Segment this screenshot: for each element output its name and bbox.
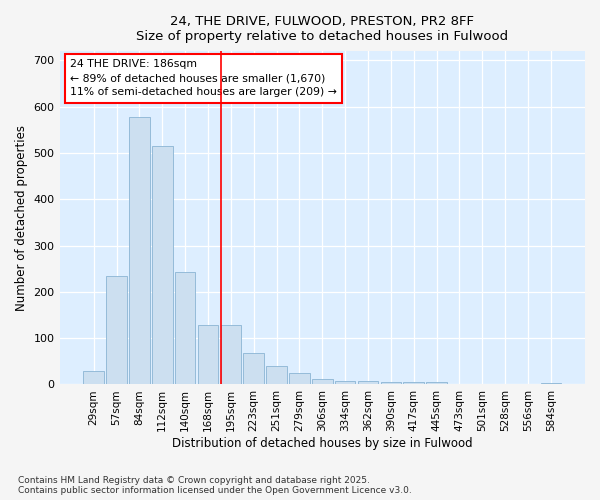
Bar: [106, 276, 127, 384]
Title: 24, THE DRIVE, FULWOOD, PRESTON, PR2 8FF
Size of property relative to detached h: 24, THE DRIVE, FULWOOD, PRESTON, PR2 8FF…: [136, 15, 508, 43]
Bar: [152, 146, 173, 384]
Bar: [175, 272, 196, 384]
Bar: [221, 325, 241, 384]
Bar: [198, 325, 218, 384]
X-axis label: Distribution of detached houses by size in Fulwood: Distribution of detached houses by size …: [172, 437, 473, 450]
Bar: [312, 379, 332, 384]
Bar: [129, 117, 150, 384]
Bar: [403, 382, 424, 384]
Y-axis label: Number of detached properties: Number of detached properties: [15, 125, 28, 311]
Bar: [380, 382, 401, 384]
Bar: [83, 372, 104, 384]
Bar: [426, 382, 447, 384]
Text: 24 THE DRIVE: 186sqm
← 89% of detached houses are smaller (1,670)
11% of semi-de: 24 THE DRIVE: 186sqm ← 89% of detached h…: [70, 60, 337, 98]
Bar: [358, 381, 378, 384]
Bar: [289, 373, 310, 384]
Text: Contains HM Land Registry data © Crown copyright and database right 2025.
Contai: Contains HM Land Registry data © Crown c…: [18, 476, 412, 495]
Bar: [335, 381, 355, 384]
Bar: [541, 383, 561, 384]
Bar: [244, 353, 264, 384]
Bar: [266, 366, 287, 384]
